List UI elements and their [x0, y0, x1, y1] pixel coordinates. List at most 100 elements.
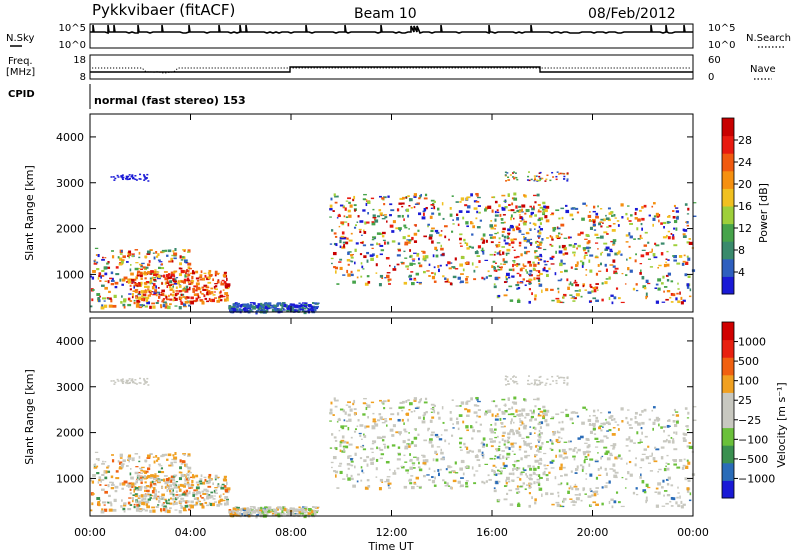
velocity-cell: [135, 383, 138, 385]
power-cell: [573, 254, 576, 257]
power-cell: [652, 202, 656, 205]
power-cell: [566, 278, 569, 282]
velocity-cell: [525, 413, 530, 417]
velocity-cell: [571, 422, 574, 425]
velocity-cell: [133, 505, 136, 509]
velocity-cell: [413, 481, 417, 485]
velocity-cell: [540, 459, 543, 462]
velocity-cell: [455, 417, 459, 421]
velocity-cell: [212, 482, 215, 486]
velocity-cell: [362, 402, 366, 405]
velocity-cell: [494, 466, 497, 468]
power-cell: [258, 306, 262, 310]
velocity-cell: [552, 380, 555, 382]
power-cell: [346, 237, 349, 240]
power-cell: [173, 278, 177, 281]
power-cell: [113, 294, 117, 299]
velocity-cell: [627, 471, 630, 475]
velocity-cell: [343, 449, 346, 452]
velocity-cell: [360, 466, 363, 469]
power-cell: [349, 204, 353, 208]
power-cell: [636, 227, 639, 231]
velocity-cell: [124, 382, 127, 384]
power-cell: [515, 264, 519, 268]
velocity-cell: [138, 510, 143, 513]
power-cell: [138, 178, 141, 180]
power-cell: [124, 178, 127, 180]
power-cell: [399, 197, 404, 200]
power-cell: [662, 275, 665, 279]
power-cell: [345, 216, 349, 219]
power-cell: [201, 293, 204, 295]
velocity-cell: [515, 468, 519, 472]
velocity-cell: [499, 417, 502, 421]
power-cell: [130, 279, 135, 282]
power-cell: [494, 200, 498, 204]
velocity-cell: [226, 487, 231, 491]
power-cell: [145, 281, 150, 284]
power-cell: [574, 268, 578, 270]
velocity-cell: [165, 478, 170, 482]
power-cell: [149, 272, 153, 274]
velocity-cell: [170, 475, 175, 479]
power-cell: [471, 222, 474, 225]
velocity-cell: [339, 440, 343, 444]
power-cell: [283, 303, 287, 308]
velocity-cell: [412, 464, 415, 466]
power-cell: [672, 234, 675, 237]
power-cell: [342, 274, 346, 276]
velocity-cell: [201, 505, 205, 509]
velocity-cell: [116, 378, 119, 381]
velocity-cell: [355, 446, 359, 449]
velocity-cell: [220, 494, 222, 498]
power-cell: [627, 267, 630, 271]
velocity-cell: [145, 485, 150, 488]
velocity-cell: [184, 504, 189, 508]
power-cell: [141, 294, 144, 298]
velocity-cell: [563, 379, 566, 382]
velocity-cell: [149, 483, 153, 487]
velocity-cell: [117, 380, 120, 382]
power-cell: [451, 266, 456, 268]
velocity-cell: [692, 419, 697, 422]
velocity-cell: [492, 440, 496, 443]
velocity-cell: [683, 433, 688, 436]
power-cell: [118, 263, 123, 266]
velocity-cell: [230, 512, 235, 515]
power-cell: [172, 285, 175, 288]
velocity-cell: [344, 425, 348, 427]
power-cell: [210, 291, 214, 294]
power-cell: [330, 257, 334, 260]
velocity-cell: [563, 441, 568, 443]
power-cell: [483, 277, 486, 281]
velocity-cell: [215, 476, 220, 478]
velocity-cell: [210, 491, 214, 494]
velocity-cell: [179, 459, 182, 463]
velocity-cell: [282, 512, 285, 515]
power-cell: [576, 264, 579, 267]
power-cell: [151, 302, 155, 305]
velocity-cell: [413, 428, 417, 430]
velocity-cell: [592, 424, 596, 428]
velocity-cell: [534, 405, 537, 408]
power-cell: [123, 299, 127, 303]
velocity-cell: [132, 380, 135, 383]
power-cell: [665, 298, 669, 301]
power-cell: [413, 240, 418, 243]
power-cell: [173, 296, 176, 300]
power-cell: [108, 290, 111, 294]
power-cell: [560, 278, 563, 281]
power-cell: [386, 274, 390, 279]
velocity-cell: [493, 489, 497, 493]
power-cell: [466, 196, 471, 199]
power-cell: [348, 214, 352, 218]
freq-tick-bottom: 8: [80, 72, 86, 83]
velocity-cell: [448, 471, 452, 474]
power-cell: [647, 258, 651, 260]
power-cell: [500, 268, 503, 271]
velocity-cell: [207, 480, 211, 484]
power-cell: [257, 303, 262, 306]
power-cell: [539, 177, 542, 180]
velocity-cell: [604, 467, 607, 471]
velocity-cell: [418, 485, 422, 488]
